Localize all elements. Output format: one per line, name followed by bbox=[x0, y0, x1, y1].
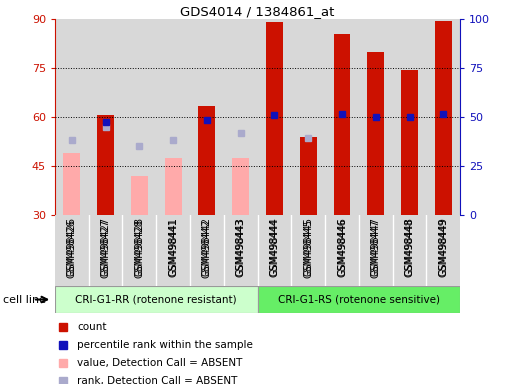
Text: GSM498448: GSM498448 bbox=[405, 218, 415, 278]
Bar bbox=[97, 116, 114, 215]
Text: percentile rank within the sample: percentile rank within the sample bbox=[77, 340, 253, 350]
Text: GSM498442: GSM498442 bbox=[202, 217, 212, 276]
Text: GSM498441: GSM498441 bbox=[168, 217, 178, 276]
Text: GSM498446: GSM498446 bbox=[337, 218, 347, 278]
Bar bbox=[55, 19, 89, 215]
Text: GSM498449: GSM498449 bbox=[438, 218, 448, 278]
Text: GSM498444: GSM498444 bbox=[269, 218, 279, 278]
Bar bbox=[359, 19, 393, 215]
Bar bbox=[224, 19, 257, 215]
Text: GSM498426: GSM498426 bbox=[67, 217, 77, 276]
Bar bbox=[393, 19, 426, 215]
Text: GSM498426: GSM498426 bbox=[67, 218, 77, 278]
Bar bbox=[198, 106, 215, 215]
Bar bbox=[55, 215, 89, 286]
Bar bbox=[190, 19, 224, 215]
Bar bbox=[156, 215, 190, 286]
Bar bbox=[435, 21, 452, 215]
Text: GSM498449: GSM498449 bbox=[438, 217, 448, 276]
Text: GSM498443: GSM498443 bbox=[236, 218, 246, 278]
Bar bbox=[359, 215, 393, 286]
Bar bbox=[393, 215, 426, 286]
Bar bbox=[367, 52, 384, 215]
Text: value, Detection Call = ABSENT: value, Detection Call = ABSENT bbox=[77, 358, 243, 368]
Text: cell line: cell line bbox=[3, 295, 46, 305]
Text: GSM498448: GSM498448 bbox=[405, 217, 415, 276]
Bar bbox=[55, 286, 257, 313]
Text: GSM498441: GSM498441 bbox=[168, 218, 178, 278]
Bar bbox=[401, 70, 418, 215]
Bar bbox=[131, 176, 148, 215]
Text: GSM498444: GSM498444 bbox=[269, 217, 279, 276]
Bar bbox=[257, 215, 291, 286]
Bar bbox=[257, 19, 291, 215]
Bar bbox=[224, 215, 257, 286]
Bar bbox=[63, 153, 80, 215]
Text: count: count bbox=[77, 322, 107, 332]
Text: GSM498443: GSM498443 bbox=[236, 217, 246, 276]
Bar bbox=[426, 215, 460, 286]
Bar bbox=[165, 158, 181, 215]
Bar bbox=[325, 215, 359, 286]
Text: GSM498447: GSM498447 bbox=[371, 217, 381, 276]
Bar bbox=[89, 19, 122, 215]
Text: GSM498446: GSM498446 bbox=[337, 217, 347, 276]
Title: GDS4014 / 1384861_at: GDS4014 / 1384861_at bbox=[180, 5, 335, 18]
Text: CRI-G1-RR (rotenone resistant): CRI-G1-RR (rotenone resistant) bbox=[75, 295, 237, 305]
Text: GSM498447: GSM498447 bbox=[371, 218, 381, 278]
Text: GSM498445: GSM498445 bbox=[303, 217, 313, 276]
Text: CRI-G1-RS (rotenone sensitive): CRI-G1-RS (rotenone sensitive) bbox=[278, 295, 440, 305]
Text: GSM498427: GSM498427 bbox=[100, 218, 110, 278]
Bar bbox=[156, 19, 190, 215]
Text: GSM498427: GSM498427 bbox=[100, 217, 110, 276]
Bar bbox=[89, 215, 122, 286]
Bar bbox=[122, 215, 156, 286]
Bar bbox=[257, 286, 460, 313]
Bar bbox=[190, 215, 224, 286]
Bar bbox=[266, 23, 283, 215]
Bar bbox=[291, 215, 325, 286]
Bar bbox=[426, 19, 460, 215]
Text: GSM498428: GSM498428 bbox=[134, 217, 144, 276]
Bar bbox=[325, 19, 359, 215]
Bar bbox=[291, 19, 325, 215]
Bar bbox=[300, 137, 317, 215]
Bar bbox=[122, 19, 156, 215]
Text: GSM498442: GSM498442 bbox=[202, 218, 212, 278]
Text: GSM498445: GSM498445 bbox=[303, 218, 313, 278]
Bar bbox=[232, 158, 249, 215]
Text: GSM498428: GSM498428 bbox=[134, 218, 144, 278]
Text: rank, Detection Call = ABSENT: rank, Detection Call = ABSENT bbox=[77, 376, 237, 384]
Bar bbox=[334, 34, 350, 215]
